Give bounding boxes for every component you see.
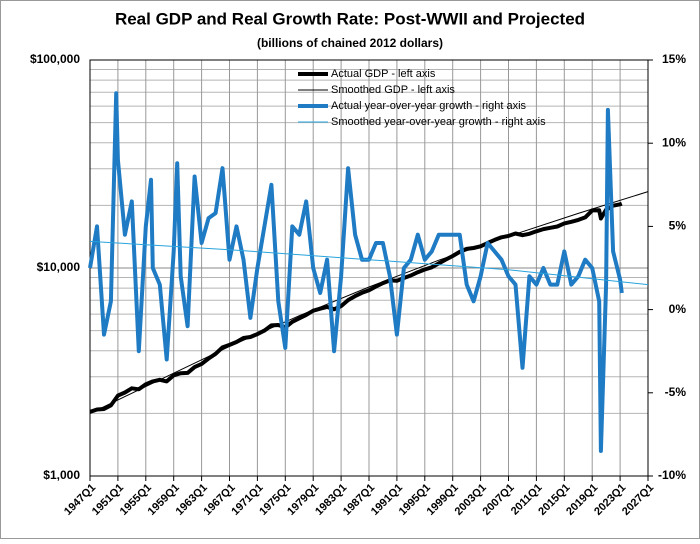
legend-label: Actual year-over-year growth - right axi… <box>331 100 527 112</box>
series-line <box>89 191 649 414</box>
legend-label: Smoothed GDP - left axis <box>331 84 455 96</box>
legend-label: Smoothed year-over-year growth - right a… <box>331 116 546 128</box>
y-tick-label: $100,000 <box>30 52 80 66</box>
y2-tick-label: -5% <box>665 385 687 399</box>
chart-title: Real GDP and Real Growth Rate: Post-WWII… <box>115 9 585 28</box>
y2-tick-label: 0% <box>669 302 687 316</box>
series-line <box>89 201 623 414</box>
y2-tick-label: -10% <box>658 468 686 482</box>
y2-tick-label: 10% <box>662 135 686 149</box>
y2-tick-label: 15% <box>662 52 686 66</box>
legend-label: Actual GDP - left axis <box>331 68 436 80</box>
y-tick-label: $10,000 <box>37 260 81 274</box>
y-tick-label: $1,000 <box>43 468 80 482</box>
chart-subtitle: (billions of chained 2012 dollars) <box>257 36 443 50</box>
y2-tick-label: 5% <box>669 219 687 233</box>
series-line <box>89 240 649 286</box>
